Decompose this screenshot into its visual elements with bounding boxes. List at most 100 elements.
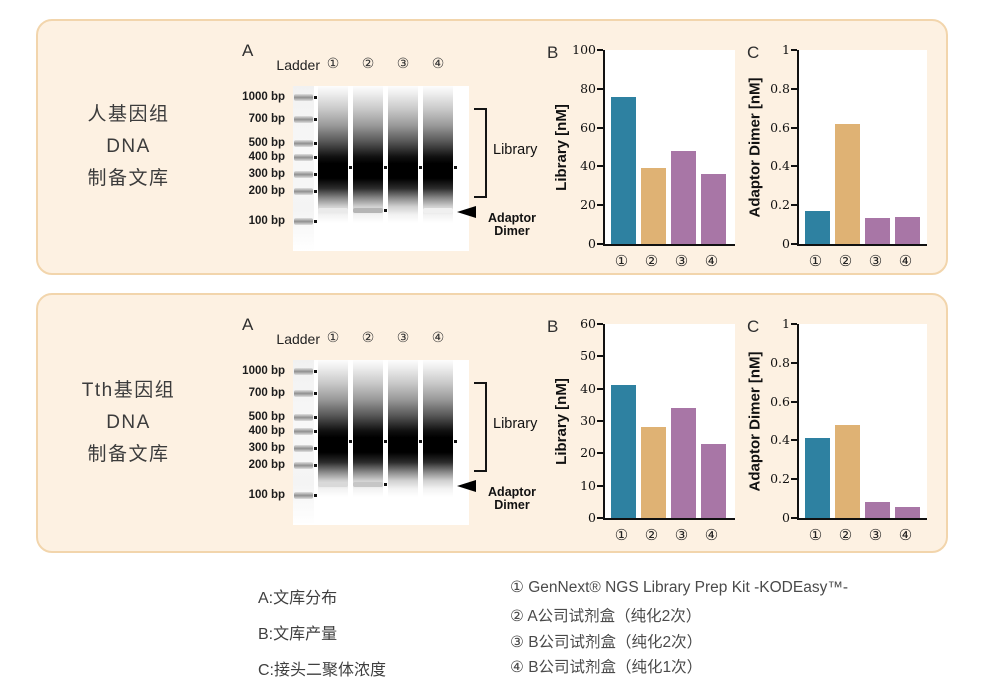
bar-2 [835,123,860,244]
y-tick-mark [597,387,603,390]
ladder-band [294,390,317,397]
gel-image [293,360,469,525]
sample-label-line: DNA [106,136,151,157]
y-tick-mark [791,323,797,325]
y-tick-label: 0 [782,510,790,525]
ladder-band [294,188,317,195]
gel-image [293,86,469,251]
ladder-lane [293,360,314,525]
library-bracket [474,108,487,198]
legend-item-kit-2: ② A公司试剂盒（纯化2次） [510,608,702,625]
ladder-band [294,140,317,147]
y-tick-mark [791,243,797,245]
x-tick-label: ③ [868,252,883,270]
y-tick-mark [791,165,797,168]
bar-4 [895,507,920,518]
legend-item-c: C:接头二聚体浓度 [258,662,387,679]
plot-area: 0 10 20 30 40 50 60 [580,316,735,525]
bp-label-1000: 1000 bp [242,365,285,377]
ladder-band [294,462,317,469]
x-tick-label: ① [614,252,629,270]
y-tick-label: 0 [588,236,596,251]
lane-label-4: ④ [431,56,445,72]
x-tick-label: ② [644,526,659,544]
y-tick-mark [791,87,797,90]
lane-label-3: ③ [396,56,410,72]
lane-label-2: ② [361,56,375,72]
y-tick-label: 0.4 [770,158,790,174]
bp-label-1000: 1000 bp [242,91,285,103]
y-tick-mark [597,87,603,90]
y-axis-title: Adaptor Dimer [nM] [746,77,764,217]
ladder-band [294,414,317,421]
bar-3 [865,501,890,518]
y-tick-mark [597,452,603,455]
library-label: Library [493,142,538,158]
bars [799,50,927,244]
bar-2 [835,424,860,518]
section-letter-c: C [747,43,760,62]
bar-4 [701,174,726,244]
x-tick-label: ④ [704,526,719,544]
plot-area: 0 20 40 60 80 100 [572,42,735,251]
y-tick-label: 60 [580,316,596,331]
legend-item-b: B:文库产量 [258,626,338,643]
bar-3 [671,408,696,518]
y-tick-label: 20 [580,197,596,213]
ladder-band [294,171,317,178]
ladder-band [294,94,317,101]
y-tick-label: 80 [580,80,596,96]
bar-3 [671,150,696,244]
lane-label-3: ③ [396,330,410,346]
bar-1 [611,96,636,244]
x-tick-label: ② [838,252,853,270]
lane-label-4: ④ [431,330,445,346]
y-tick-label: 10 [580,477,596,493]
lane-label-1: ① [326,330,340,346]
bar-4 [895,216,920,244]
y-tick-mark [791,126,797,129]
bar-1 [611,385,636,518]
y-tick-label: 30 [580,413,596,428]
sample-label: 人基因组 DNA 制备文库 [46,99,211,195]
y-tick-mark [597,204,603,207]
gel-lane-4 [423,86,457,251]
gel-lane-3 [388,86,422,251]
ladder-band [294,116,317,123]
y-tick-label: 0.2 [770,471,790,487]
gel-lane-4 [423,360,457,525]
y-tick-label: 0.8 [770,354,790,370]
x-tick-label: ④ [898,252,913,270]
x-tick-label: ② [838,526,853,544]
bar-2 [641,427,666,518]
bar-2 [641,168,666,244]
y-tick-mark [791,400,797,403]
bp-label-100: 100 bp [248,215,285,227]
y-axis-title: Library [nM] [552,103,570,191]
gel-lane-2 [353,86,387,251]
adaptor-dimer-band-faint [318,208,348,213]
adaptor-dimer-band [353,482,387,487]
lane-label-1: ① [326,56,340,72]
y-tick-mark [597,49,603,51]
bar-1 [805,438,830,518]
section-letter-a: A [242,41,254,60]
adaptor-dimer-arrow-icon [457,206,476,218]
bar-4 [701,443,726,518]
ladder-column-label: Ladder [276,57,320,73]
panel-tth-genome: Tth基因组 DNA 制备文库 A Ladder ① ② ③ ④ 1000 bp… [36,293,948,553]
adaptor-dimer-band [318,482,348,487]
x-tick-label: ① [614,526,629,544]
bar-1 [805,211,830,244]
bar-3 [865,217,890,244]
bp-label-400: 400 bp [248,151,285,163]
ladder-band [294,492,317,499]
gel-lane-3 [388,360,422,525]
x-tick-label: ④ [898,526,913,544]
panel-human-genome: 人基因组 DNA 制备文库 A Ladder ① ② ③ ④ 1000 bp 7… [36,19,948,275]
